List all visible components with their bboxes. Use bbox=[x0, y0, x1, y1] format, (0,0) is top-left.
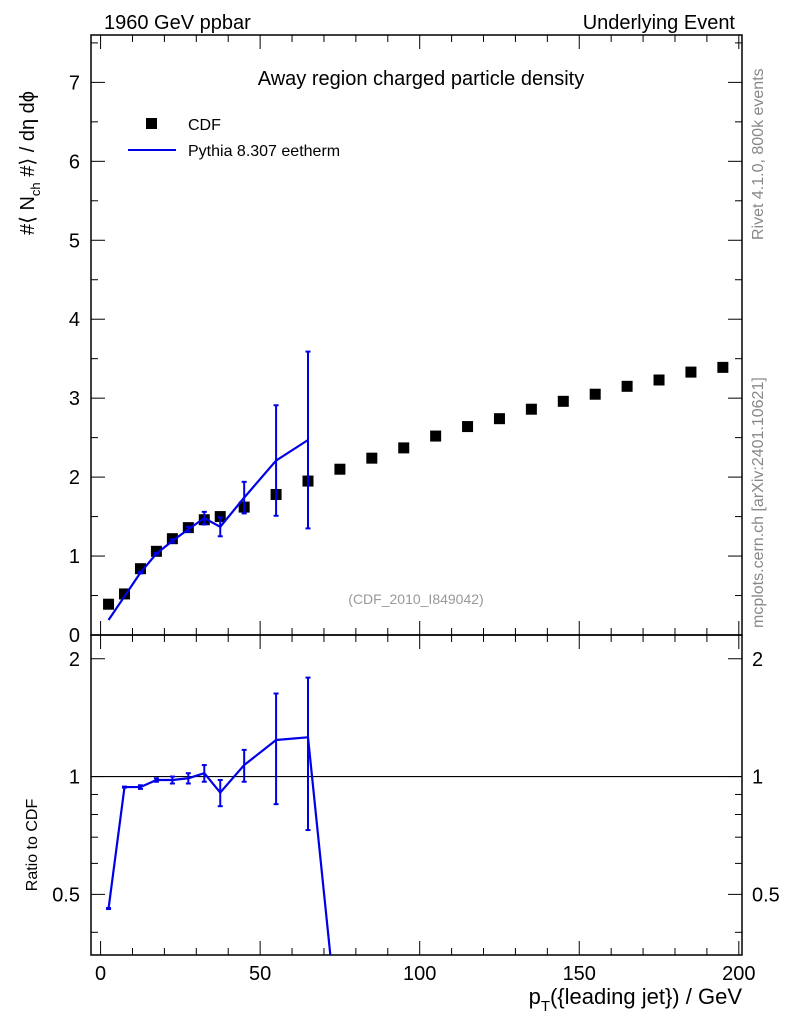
cdf-data-point bbox=[685, 366, 697, 378]
x-tick-label: 0 bbox=[95, 963, 106, 985]
legend-label-cdf: CDF bbox=[188, 117, 221, 134]
y-label-prefix: #⟨ N bbox=[17, 196, 39, 235]
cdf-data-point bbox=[366, 452, 378, 464]
ratio-series-line bbox=[107, 736, 332, 956]
cdf-data-point bbox=[653, 374, 665, 386]
main-y-axis-label: #⟨ Nch #⟩ / dη dϕ bbox=[17, 91, 43, 235]
cdf-data-point bbox=[103, 598, 115, 610]
legend-marker-cdf bbox=[146, 118, 157, 129]
cdf-data-point bbox=[150, 545, 162, 557]
main-y-tick-label: 0 bbox=[69, 625, 80, 647]
header-left-label: 1960 GeV ppbar bbox=[104, 12, 251, 34]
cdf-data-point bbox=[717, 361, 729, 373]
main-y-tick-label: 1 bbox=[69, 546, 80, 568]
cdf-data-point bbox=[134, 563, 146, 575]
cdf-data-point bbox=[557, 395, 569, 407]
x-axis-label: pT({leading jet}) / GeV bbox=[529, 984, 743, 1015]
rivet-label: Rivet 4.1.0, 800k events bbox=[750, 68, 767, 240]
legend: CDF Pythia 8.307 eetherm bbox=[128, 117, 340, 160]
ratio-y-tick-label-right: 2 bbox=[752, 649, 763, 671]
ratio-y-tick-label: 0.5 bbox=[52, 884, 80, 906]
ratio-marks bbox=[106, 676, 332, 956]
cdf-data-point bbox=[621, 380, 633, 392]
ratio-y-tick-label-right: 1 bbox=[752, 767, 763, 789]
cdf-data-point bbox=[398, 442, 410, 454]
main-y-tick-label: 2 bbox=[69, 467, 80, 489]
ratio-y-tick-label: 1 bbox=[69, 767, 80, 789]
x-label-rest: ({leading jet}) / GeV bbox=[550, 984, 742, 1009]
mcplots-label: mcplots.cern.ch [arXiv:2401.10621] bbox=[750, 377, 767, 628]
pythia-series-line bbox=[107, 439, 309, 621]
main-title: Away region charged particle density bbox=[258, 68, 584, 90]
cdf-data-point bbox=[589, 388, 601, 400]
cdf-data-point bbox=[334, 463, 346, 475]
cdf-data-point bbox=[525, 403, 537, 415]
cdf-data-point bbox=[119, 588, 131, 600]
y-label-sub: ch bbox=[28, 182, 43, 196]
ratio-axes: 0 50 100 150 200 0.5 0.5 1 1 2 2 bbox=[52, 635, 780, 985]
ratio-y-axis-label: Ratio to CDF bbox=[24, 799, 41, 892]
ratio-panel-frame bbox=[90, 634, 743, 956]
x-tick-label: 50 bbox=[249, 963, 271, 985]
header-right-label: Underlying Event bbox=[583, 12, 736, 34]
ratio-y-tick-label-right: 0.5 bbox=[752, 884, 780, 906]
ratio-y-tick-label: 2 bbox=[69, 649, 80, 671]
main-y-tick-label: 7 bbox=[69, 72, 80, 94]
watermark-label: (CDF_2010_I849042) bbox=[348, 591, 483, 607]
x-label-sub: T bbox=[541, 998, 550, 1015]
main-axes: 0 1 2 3 4 5 6 7 bbox=[69, 35, 742, 647]
main-y-tick-label: 5 bbox=[69, 230, 80, 252]
x-tick-label: 100 bbox=[403, 963, 436, 985]
x-tick-label: 200 bbox=[722, 963, 755, 985]
y-label-suffix: #⟩ / dη dϕ bbox=[17, 91, 39, 182]
x-label-p: p bbox=[529, 984, 541, 1009]
legend-label-pythia: Pythia 8.307 eetherm bbox=[188, 143, 340, 160]
cdf-data-point bbox=[462, 421, 474, 433]
main-marks bbox=[103, 350, 729, 621]
main-y-tick-label: 3 bbox=[69, 388, 80, 410]
main-y-tick-label: 4 bbox=[69, 309, 80, 331]
x-tick-label: 150 bbox=[563, 963, 596, 985]
cdf-data-point bbox=[430, 430, 442, 442]
cdf-data-point bbox=[493, 413, 505, 425]
svg-text:#⟨ Nch #⟩ / dη dϕ: #⟨ Nch #⟩ / dη dϕ bbox=[17, 91, 43, 235]
main-y-tick-label: 6 bbox=[69, 151, 80, 173]
